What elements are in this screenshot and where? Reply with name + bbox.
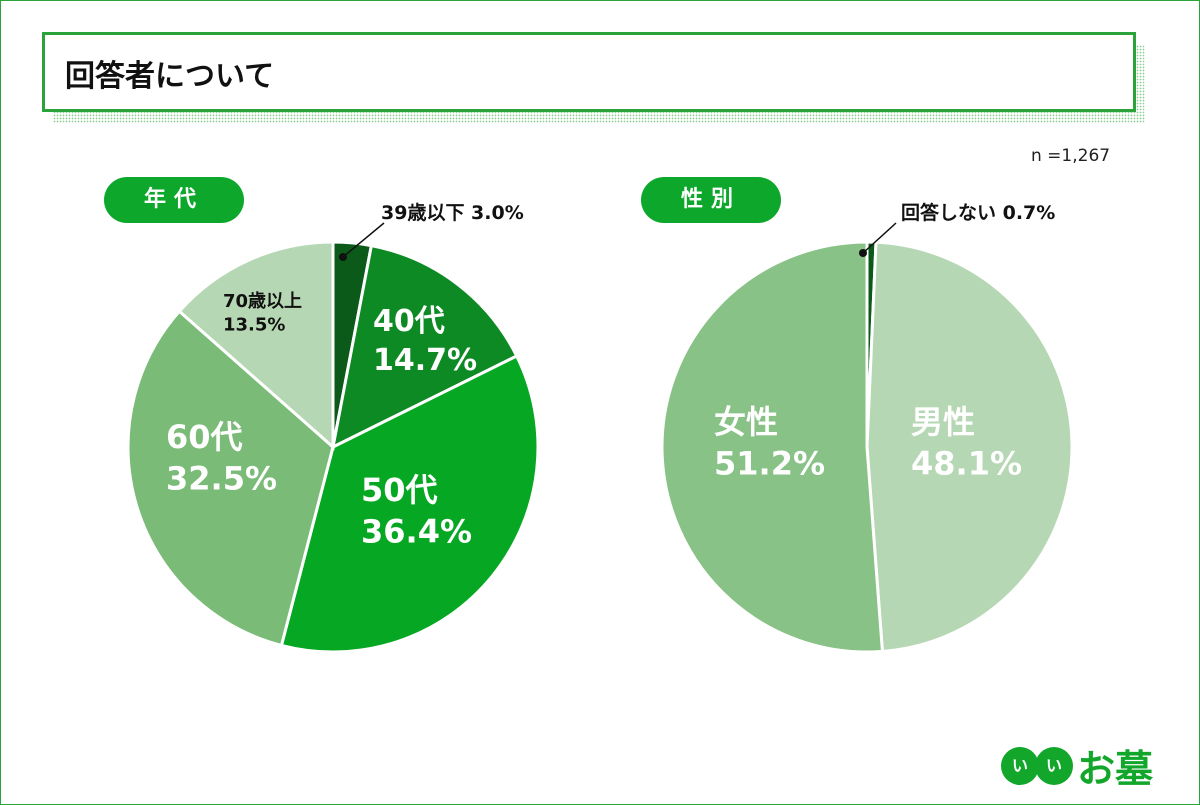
- slice-category-label: 60代: [166, 418, 243, 456]
- slice-category-label: 男性: [911, 403, 975, 441]
- slice-label: 39歳以下 3.0%: [381, 202, 524, 224]
- logo-text: お墓: [1077, 747, 1154, 791]
- slice-value-label: 51.2%: [714, 445, 825, 483]
- age-chart-title: 年代: [104, 177, 244, 223]
- page-title: 回答者について: [65, 59, 275, 94]
- sample-size: n =1,267: [1031, 146, 1111, 166]
- leader-line: [342, 222, 385, 258]
- pie-slice-0-4: [177, 240, 335, 451]
- logo-mark-1: い: [1001, 746, 1039, 785]
- slice-category-label: 女性: [714, 403, 778, 441]
- slice-value-label: 14.7%: [373, 343, 477, 378]
- pie-slice-0-1: [330, 243, 519, 450]
- title-box: 回答者について: [42, 32, 1136, 112]
- slice-label: 回答しない 0.7%: [901, 201, 1055, 224]
- leader-dot: [859, 249, 867, 257]
- leader-line: [862, 222, 897, 254]
- pie-slice-1-2: [660, 240, 885, 654]
- slice-value-label: 13.5%: [223, 314, 285, 335]
- slice-category-label: 50代: [361, 471, 438, 509]
- pie-slice-0-2: [279, 354, 540, 654]
- leader-dot: [339, 253, 347, 261]
- slice-value-label: 36.4%: [361, 513, 472, 551]
- slice-value-label: 32.5%: [166, 460, 277, 498]
- logo-mark-2: い: [1035, 746, 1073, 785]
- slice-category-label: 70歳以上: [223, 291, 302, 312]
- gender-chart-title: 性別: [641, 177, 781, 223]
- slice-value-label: 48.1%: [911, 445, 1022, 483]
- slice-category-label: 40代: [373, 304, 445, 339]
- pie-slice-1-1: [865, 240, 1074, 654]
- logo: い い お墓: [1001, 738, 1153, 793]
- pie-slice-0-3: [126, 309, 335, 648]
